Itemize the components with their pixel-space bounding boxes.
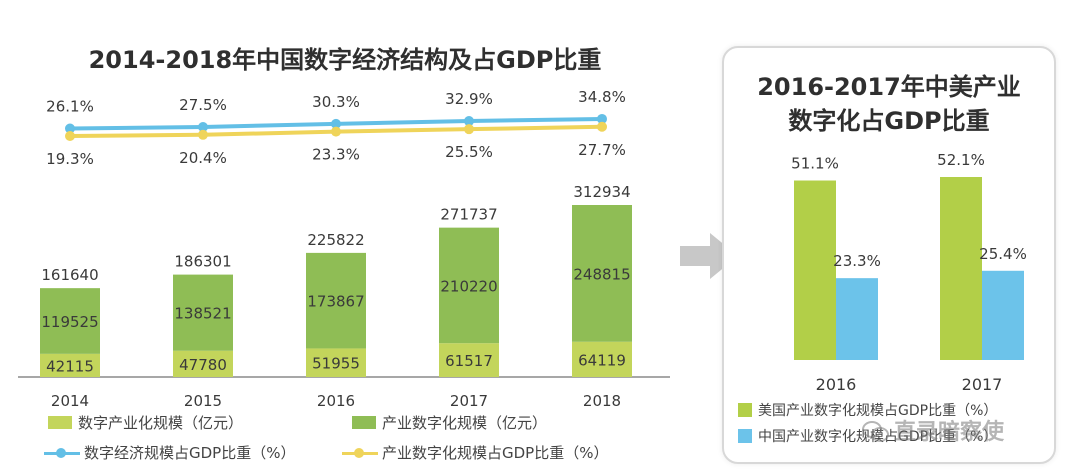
line-value-label: 25.5% (445, 143, 493, 161)
left-chart-title: 2014-2018年中国数字经济结构及占GDP比重 (88, 46, 602, 74)
legend-swatch-china (738, 429, 752, 443)
bar-us-share (794, 180, 836, 360)
bar-value-label: 173867 (307, 293, 364, 311)
bar-digital-industrialization (173, 350, 233, 377)
bar-value-label: 138521 (174, 305, 231, 323)
bar-value-label: 51955 (312, 355, 360, 373)
legend-label: 产业数字化规模占GDP比重（%） (382, 444, 609, 462)
line-point (464, 124, 474, 135)
us-china-comparison-panel: 2016-2017年中美产业 数字化占GDP比重 51.1% 23.3% 2016 5… (722, 46, 1056, 464)
line-value-label: 27.5% (179, 96, 227, 114)
bar-value-label: 210220 (440, 277, 497, 295)
legend-line-blue (44, 446, 80, 460)
bar-us-share (940, 177, 982, 360)
bar-value-label: 52.1% (937, 151, 985, 169)
bar-value-label: 248815 (573, 265, 630, 283)
bar-value-label: 23.3% (833, 252, 881, 270)
bar-industrial-digitization (40, 288, 100, 354)
line-value-label: 32.9% (445, 90, 493, 108)
bar-digital-industrialization (572, 341, 632, 377)
bar-digital-industrialization (439, 343, 499, 377)
legend-us-share: 美国产业数字化规模占GDP比重（%） (738, 400, 997, 420)
line-value-label: 23.3% (312, 146, 360, 164)
right-title-line2: 数字化占GDP比重 (788, 107, 990, 135)
legend-label: 产业数字化规模（亿元） (382, 414, 548, 432)
bar-digital-industrialization (306, 348, 366, 377)
bar-total-label: 161640 (41, 266, 98, 284)
right-chart: 51.1% 23.3% 2016 52.1% 25.4% 2017 (791, 151, 1027, 394)
legend-line-yellow (342, 446, 378, 460)
legend-digital-economy-share: 数字经济规模占GDP比重（%） (44, 442, 295, 463)
x-tick-label: 2017 (962, 375, 1003, 394)
bar-total-label: 271737 (440, 206, 497, 224)
legend-label: 美国产业数字化规模占GDP比重（%） (758, 403, 998, 419)
legend-label: 数字产业化规模（亿元） (78, 414, 244, 432)
legend-swatch-dark-green (352, 416, 376, 429)
watermark: 直录暗察使 (862, 414, 1004, 446)
legend-digital-industrialization: 数字产业化规模（亿元） (48, 412, 243, 433)
bar-total-label: 225822 (307, 231, 364, 249)
line-point (198, 129, 208, 140)
legend-swatch-us (738, 403, 752, 417)
bar-industrial-digitization (572, 205, 632, 342)
x-tick-label: 2014 (51, 392, 89, 410)
line-value-label: 19.3% (46, 150, 94, 168)
bar-industrial-digitization (439, 227, 499, 344)
line-value-label: 26.1% (46, 98, 94, 116)
right-title-line1: 2016-2017年中美产业 (757, 73, 1021, 101)
line-value-label: 27.7% (578, 141, 626, 159)
bar-value-label: 25.4% (979, 245, 1027, 263)
bar-value-label: 47780 (179, 356, 227, 374)
x-tick-label: 2016 (317, 392, 355, 410)
watermark-text: 直录暗察使 (894, 420, 1005, 445)
bar-value-label: 61517 (445, 352, 493, 370)
bar-value-label: 51.1% (791, 155, 839, 173)
bar-industrial-digitization (173, 274, 233, 351)
bar-total-label: 186301 (174, 253, 231, 271)
legend-label: 数字经济规模占GDP比重（%） (84, 444, 296, 462)
line-point (331, 126, 341, 137)
bar-china-share (836, 278, 878, 360)
left-chart: 42115 119525 161640 2014 47780 138521 186301 20… (18, 88, 670, 410)
x-tick-label: 2018 (583, 392, 621, 410)
bar-value-label: 64119 (578, 351, 626, 369)
bar-china-share (982, 270, 1024, 360)
right-chart-title: 2016-2017年中美产业 数字化占GDP比重 (724, 70, 1054, 138)
legend-swatch-light-green (48, 416, 72, 429)
bar-industrial-digitization (306, 252, 366, 349)
legend-industrial-digitization: 产业数字化规模（亿元） (352, 412, 547, 433)
x-tick-label: 2015 (184, 392, 222, 410)
bar-digital-industrialization (40, 353, 100, 377)
line-value-label: 34.8% (578, 88, 626, 106)
line-point (198, 121, 208, 132)
line-point (65, 131, 75, 141)
line-value-label: 30.3% (312, 93, 360, 111)
line-point (331, 118, 341, 129)
x-tick-label: 2016 (816, 375, 857, 394)
line-point (464, 116, 474, 127)
x-tick-label: 2017 (450, 392, 488, 410)
legend-industrial-digitization-share: 产业数字化规模占GDP比重（%） (342, 442, 608, 463)
wechat-icon (862, 419, 890, 442)
bar-total-label: 312934 (573, 183, 630, 201)
line-value-label: 20.4% (179, 149, 227, 167)
bar-value-label: 119525 (41, 313, 98, 331)
line-point (597, 121, 607, 132)
bar-value-label: 42115 (46, 357, 94, 375)
line-point (65, 123, 75, 134)
line-point (597, 113, 607, 124)
